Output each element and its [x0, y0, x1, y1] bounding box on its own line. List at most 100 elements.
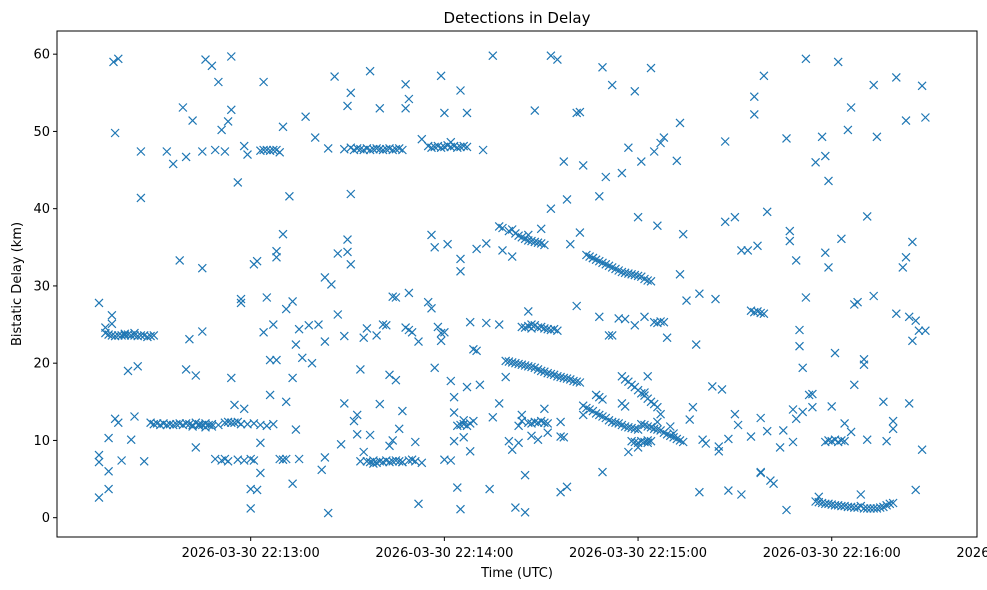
data-point: [255, 438, 265, 448]
data-point: [391, 456, 401, 465]
data-point: [449, 408, 459, 418]
data-point: [620, 401, 630, 411]
data-point: [520, 507, 530, 517]
data-point: [120, 330, 130, 340]
data-point: [791, 255, 801, 265]
data-point: [517, 416, 527, 426]
data-point: [607, 80, 617, 90]
data-point: [427, 230, 436, 240]
data-point: [843, 125, 853, 135]
data-point: [404, 94, 414, 104]
data-point: [720, 137, 730, 146]
x-tick-label: 2026-03-30 22:14:00: [375, 546, 513, 561]
data-point: [272, 246, 281, 256]
data-point: [355, 456, 365, 466]
data-point: [446, 376, 456, 386]
data-point: [498, 223, 507, 233]
x-tick-label: 2026-03-30 22:13:00: [182, 546, 320, 561]
data-point: [481, 238, 491, 248]
data-point: [397, 145, 407, 155]
data-point: [113, 330, 123, 340]
data-point: [782, 505, 791, 515]
y-tick-label: 20: [33, 357, 50, 372]
data-point: [636, 419, 646, 429]
data-point: [891, 72, 901, 82]
data-point: [252, 485, 262, 495]
data-point: [562, 482, 572, 492]
data-point: [575, 107, 585, 117]
data-point: [501, 372, 511, 382]
data-point: [465, 418, 475, 428]
data-point: [539, 240, 549, 250]
data-point: [572, 301, 582, 311]
data-point: [527, 431, 536, 441]
data-point: [410, 437, 420, 447]
data-point: [627, 436, 637, 446]
data-point: [213, 77, 223, 87]
data-point: [359, 447, 369, 457]
data-points: [94, 51, 930, 518]
data-point: [811, 157, 821, 167]
data-point: [94, 298, 104, 308]
data-point: [620, 314, 630, 324]
data-point: [481, 318, 491, 328]
data-point: [720, 217, 730, 227]
y-tick: 30: [33, 279, 57, 294]
data-point: [756, 308, 766, 318]
data-point: [630, 270, 640, 280]
data-point: [94, 450, 104, 460]
data-point: [339, 398, 349, 408]
data-point: [359, 333, 369, 343]
data-point: [346, 88, 356, 98]
data-point: [465, 317, 475, 327]
data-point: [288, 479, 298, 489]
data-point: [539, 323, 549, 333]
y-axis-ticks: 0 10 20 30 40 50 60: [33, 48, 57, 526]
data-point: [830, 348, 840, 358]
data-point: [494, 320, 504, 330]
data-point: [556, 432, 566, 442]
data-point: [255, 468, 265, 478]
data-point: [136, 193, 146, 203]
data-point: [430, 242, 440, 252]
data-point: [604, 330, 614, 340]
data-point: [456, 86, 465, 95]
data-point: [701, 439, 711, 448]
data-point: [736, 490, 746, 499]
x-tick: 2026-03-30 22:15:00: [569, 537, 707, 561]
data-point: [113, 418, 123, 428]
data-point: [368, 144, 378, 154]
data-point: [407, 327, 417, 337]
data-point: [162, 147, 172, 156]
data-point: [640, 388, 649, 397]
data-point: [533, 238, 543, 248]
data-point: [578, 160, 588, 170]
data-point: [907, 237, 917, 247]
data-point: [527, 236, 536, 246]
data-point: [281, 454, 291, 464]
x-tick-label: 2026-03-30 22:17:00: [956, 546, 987, 561]
data-point: [259, 77, 269, 87]
data-point: [126, 435, 136, 445]
data-point: [801, 54, 811, 64]
data-point: [643, 276, 653, 285]
data-point: [443, 239, 453, 249]
data-point: [510, 503, 520, 513]
data-point: [94, 493, 104, 503]
data-point: [304, 320, 314, 330]
data-point: [836, 435, 846, 445]
data-point: [446, 456, 456, 465]
data-point: [262, 421, 272, 431]
data-point: [220, 147, 230, 156]
data-point: [404, 288, 414, 298]
data-point: [543, 428, 553, 438]
data-point: [862, 503, 872, 513]
data-point: [575, 228, 585, 238]
data-point: [904, 312, 914, 322]
data-point: [397, 406, 407, 416]
data-point: [691, 340, 701, 350]
data-point: [546, 51, 556, 61]
data-point: [456, 266, 465, 276]
data-point: [265, 355, 275, 365]
data-point: [507, 252, 517, 262]
